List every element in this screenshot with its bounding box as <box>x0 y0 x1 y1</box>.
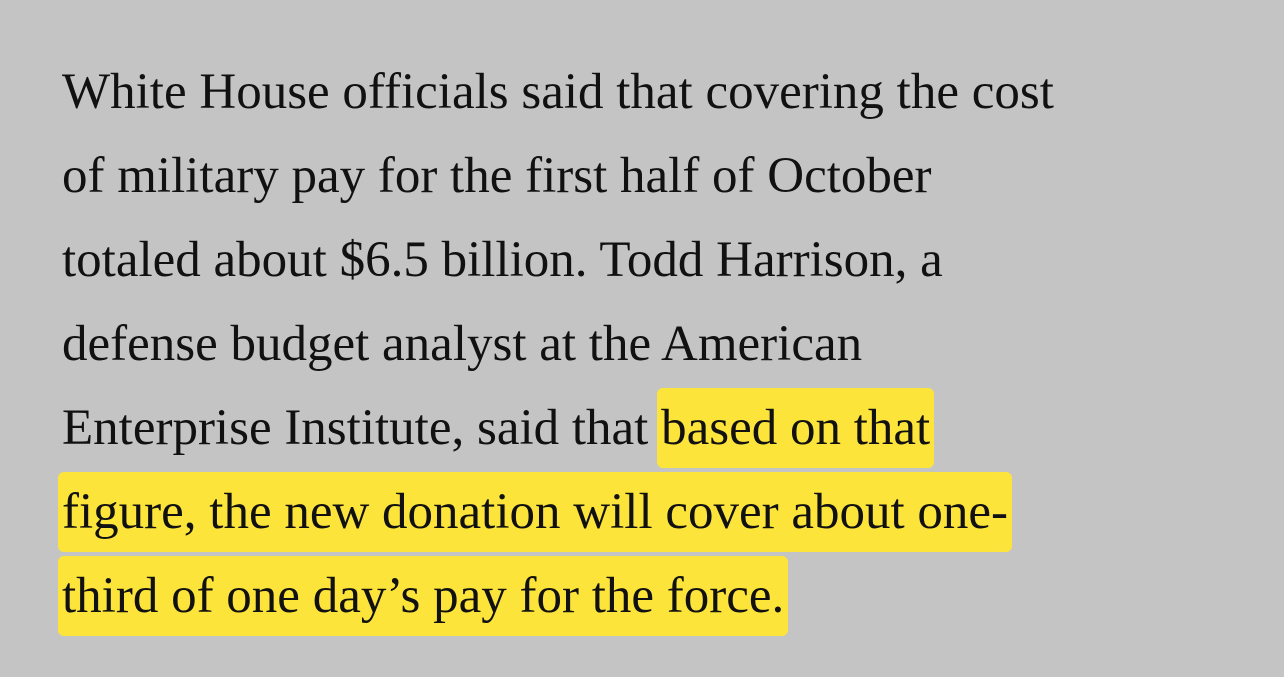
text: of military pay for the first half of Oc… <box>62 148 932 204</box>
text-line: figure, the new donation will cover abou… <box>58 470 1054 554</box>
text-line: defense budget analyst at the American <box>62 302 1054 386</box>
text: Enterprise Institute, said that <box>62 400 662 456</box>
text-line: Enterprise Institute, said that based on… <box>62 386 1054 470</box>
text: defense budget analyst at the American <box>62 316 863 372</box>
highlighted-text: based on that <box>657 388 935 468</box>
text-line: totaled about $6.5 billion. Todd Harriso… <box>62 218 1054 302</box>
text: totaled about $6.5 billion. Todd Harriso… <box>62 232 943 288</box>
highlighted-text: figure, the new donation will cover abou… <box>58 472 1013 552</box>
text-line: White House officials said that covering… <box>62 50 1054 134</box>
text: White House officials said that covering… <box>62 64 1054 120</box>
text-line: third of one day’s pay for the force. <box>58 554 1054 638</box>
paragraph: White House officials said that covering… <box>58 50 1054 638</box>
text-line: of military pay for the first half of Oc… <box>62 134 1054 218</box>
highlighted-text: third of one day’s pay for the force. <box>58 556 789 636</box>
